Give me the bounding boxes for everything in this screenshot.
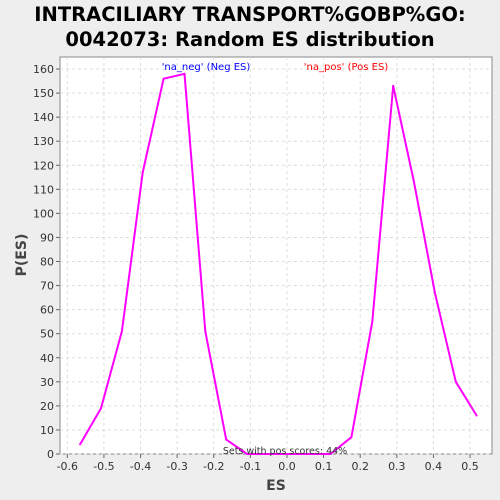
data-point [350,436,353,439]
x-tick-label: 0.0 [278,460,296,473]
legend-item-pos: 'na_pos' (Pos ES) [304,62,389,73]
y-tick-label: 130 [33,135,54,148]
x-tick-label: 0.5 [461,460,479,473]
axis-ticks: -0.6 -0.5 -0.4 -0.3 -0.2 -0.1 0.0 0.1 0.2 0.3 0.4 0… [33,63,479,473]
y-axis-title: P(ES) [14,234,30,277]
data-point [308,453,311,455]
y-tick-label: 140 [33,111,54,124]
data-point [433,291,436,294]
data-series [79,72,478,455]
x-tick-label: -0.1 [240,460,261,473]
x-tick-label: 0.4 [425,460,443,473]
x-tick-label: -0.4 [130,460,151,473]
data-point [120,330,123,333]
data-point [266,453,269,455]
y-tick-label: 160 [33,63,54,76]
chart-title-line1: INTRACILIARY TRANSPORT%GOBP%GO: [34,3,466,26]
y-tick-label: 30 [40,376,54,389]
y-tick-label: 150 [33,87,54,100]
legend-item-neg: 'na_neg' (Neg ES) [162,62,251,73]
legend: 'na_neg' (Neg ES) 'na_pos' (Pos ES) [162,62,389,73]
y-tick-label: 110 [33,183,54,196]
data-point [329,453,332,455]
x-tick-label: 0.3 [388,460,406,473]
data-point [100,407,102,410]
y-tick-label: 80 [40,256,54,269]
data-point [183,72,186,75]
y-tick-label: 10 [40,424,54,437]
y-tick-label: 90 [40,231,54,244]
x-tick-label: -0.3 [166,460,187,473]
data-point [454,380,457,383]
y-tick-label: 60 [40,304,54,317]
data-point [392,84,395,87]
y-tick-label: 20 [40,400,54,413]
data-point [225,438,228,441]
x-axis-title: ES [266,478,286,494]
x-tick-label: -0.2 [203,460,224,473]
pos-scores-annotation: Sets with pos scores: 44% [223,446,347,457]
y-tick-label: 40 [40,352,54,365]
data-point [475,414,478,417]
data-point [413,181,415,184]
x-tick-label: 0.2 [351,460,369,473]
x-tick-label: -0.6 [57,460,78,473]
y-tick-label: 0 [47,448,54,461]
data-point [246,453,249,455]
y-tick-label: 120 [33,159,54,172]
chart-title-line2: 0042073: Random ES distribution [65,28,435,51]
y-tick-label: 70 [40,280,54,293]
data-point [204,330,207,333]
y-tick-label: 50 [40,328,54,341]
data-point [79,443,82,446]
y-tick-label: 100 [33,207,54,220]
data-point [287,453,290,455]
data-point [371,320,374,323]
data-point [162,77,165,80]
data-point [141,171,144,174]
x-tick-label: -0.5 [93,460,114,473]
x-tick-label: 0.1 [315,460,333,473]
es-distribution-line [79,72,478,455]
